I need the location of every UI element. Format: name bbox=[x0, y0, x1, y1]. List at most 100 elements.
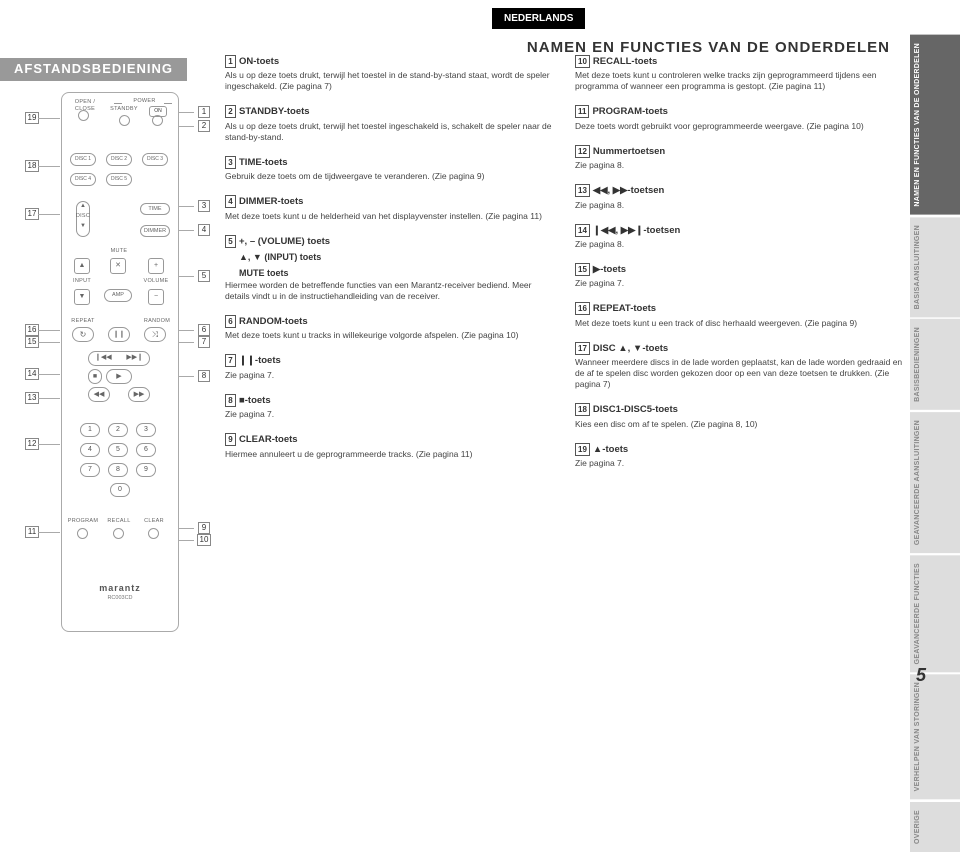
item-body: Zie pagina 7. bbox=[225, 409, 555, 420]
item-number: 2 bbox=[225, 105, 236, 118]
num-5: 5 bbox=[108, 443, 128, 457]
disc3-button: DISC 3 bbox=[142, 153, 168, 166]
divider bbox=[114, 103, 122, 104]
mute-button: ✕ bbox=[110, 258, 126, 274]
recall-button bbox=[113, 528, 124, 539]
item-number: 12 bbox=[575, 145, 590, 158]
item-title: 3TIME-toets bbox=[225, 156, 555, 169]
num-1: 1 bbox=[80, 423, 100, 437]
callout-line bbox=[178, 126, 194, 127]
item-number: 13 bbox=[575, 184, 590, 197]
program-button bbox=[77, 528, 88, 539]
callout-line bbox=[38, 398, 60, 399]
item-body: Met deze toets kunt u de helderheid van … bbox=[225, 211, 555, 222]
item-body: Met deze toets kunt u tracks in willekeu… bbox=[225, 330, 555, 341]
side-tabs: NAMEN EN FUNCTIES VAN DE ONDERDELENBASIS… bbox=[910, 35, 960, 852]
model-label: RC003CD bbox=[62, 595, 178, 602]
callout-line bbox=[38, 330, 60, 331]
desc-item: 16REPEAT-toetsMet deze toets kunt u een … bbox=[575, 302, 905, 328]
callout-line bbox=[178, 528, 194, 529]
callout-line bbox=[38, 374, 60, 375]
desc-item: 4DIMMER-toetsMet deze toets kunt u de he… bbox=[225, 195, 555, 221]
num-3: 3 bbox=[136, 423, 156, 437]
desc-item: 14❙◀◀, ▶▶❙-toetsenZie pagina 8. bbox=[575, 224, 905, 250]
side-tab: OVERIGE bbox=[910, 802, 960, 852]
item-title: 13◀◀, ▶▶-toetsen bbox=[575, 184, 905, 197]
item-subtitle: 5▲, ▼ (INPUT) toets bbox=[225, 251, 555, 264]
desc-item: 5+, – (VOLUME) toets5▲, ▼ (INPUT) toets5… bbox=[225, 235, 555, 302]
side-tab: BASISBEDIENINGEN bbox=[910, 319, 960, 410]
item-title: 6RANDOM-toets bbox=[225, 315, 555, 328]
callout-line bbox=[38, 166, 60, 167]
clear-button bbox=[148, 528, 159, 539]
desc-item: 1ON-toets Als u op deze toets drukt, terw… bbox=[225, 55, 555, 92]
callout-line bbox=[178, 112, 194, 113]
item-title: 12Nummertoetsen bbox=[575, 145, 905, 158]
callout-line bbox=[178, 540, 194, 541]
input-down-button: ▼ bbox=[74, 289, 90, 305]
mute-label: MUTE bbox=[104, 248, 134, 255]
item-title: 5+, – (VOLUME) toets bbox=[225, 235, 555, 248]
remote-diagram: OPEN / CLOSE POWER STANDBY ON DISC 1 DIS… bbox=[20, 78, 215, 638]
disc-label: DISC bbox=[70, 213, 96, 220]
item-title: 7❙❙-toets bbox=[225, 354, 555, 367]
prev-icon: ❙◀◀ bbox=[95, 353, 112, 362]
item-body: Zie pagina 7. bbox=[225, 370, 555, 381]
item-number: 11 bbox=[575, 105, 589, 118]
language-tag: NEDERLANDS bbox=[492, 8, 585, 29]
num-6: 6 bbox=[136, 443, 156, 457]
page-number: 5 bbox=[916, 664, 926, 687]
ff-button: ▶▶ bbox=[128, 387, 150, 402]
dimmer-button: DIMMER bbox=[140, 225, 170, 237]
side-tab: BASISAANSLUITINGEN bbox=[910, 217, 960, 317]
item-body: Als u op deze toets drukt, terwijl het t… bbox=[225, 70, 555, 92]
description-columns: 1ON-toets Als u op deze toets drukt, terw… bbox=[225, 55, 905, 482]
num-9: 9 bbox=[136, 463, 156, 477]
transport-cluster: ❙◀◀ ▶▶❙ ▶ ■ ◀◀ ▶▶ bbox=[82, 351, 156, 403]
item-title: 1ON-toets bbox=[225, 55, 555, 68]
item-number: 7 bbox=[225, 354, 236, 367]
item-body: Hiermee worden de betreffende functies v… bbox=[225, 280, 555, 302]
callout-line bbox=[178, 230, 194, 231]
item-number: 17 bbox=[575, 342, 590, 355]
callout: 5 bbox=[194, 270, 214, 282]
item-number: 14 bbox=[575, 224, 590, 237]
item-body: Kies een disc om af te spelen. (Zie pagi… bbox=[575, 419, 905, 430]
callout-line bbox=[178, 276, 194, 277]
item-number: 9 bbox=[225, 433, 236, 446]
callout-line bbox=[38, 532, 60, 533]
item-number: 16 bbox=[575, 302, 590, 315]
up-icon: ▲ bbox=[77, 203, 89, 211]
rew-button: ◀◀ bbox=[88, 387, 110, 402]
volume-label: VOLUME bbox=[142, 278, 170, 285]
item-title: 11PROGRAM-toets bbox=[575, 105, 905, 118]
desc-item: 15▶-toetsZie pagina 7. bbox=[575, 263, 905, 289]
desc-item: 13◀◀, ▶▶-toetsenZie pagina 8. bbox=[575, 184, 905, 210]
stop-button: ■ bbox=[88, 369, 102, 384]
item-body: Met deze toets kunt u controleren welke … bbox=[575, 70, 905, 92]
repeat-button: ↻ bbox=[72, 327, 94, 342]
brand-label: marantz bbox=[62, 583, 178, 595]
callout: 8 bbox=[194, 370, 214, 382]
item-number: 3 bbox=[225, 156, 236, 169]
play-button: ▶ bbox=[106, 369, 132, 384]
column-1: 1ON-toets Als u op deze toets drukt, terw… bbox=[225, 55, 555, 482]
item-title: 16REPEAT-toets bbox=[575, 302, 905, 315]
callout: 4 bbox=[194, 224, 214, 236]
callout: 6 bbox=[194, 324, 214, 336]
item-number: 8 bbox=[225, 394, 236, 407]
item-title: 14❙◀◀, ▶▶❙-toetsen bbox=[575, 224, 905, 237]
side-tab: NAMEN EN FUNCTIES VAN DE ONDERDELEN bbox=[910, 35, 960, 215]
item-body: Gebruik deze toets om de tijdweergave te… bbox=[225, 171, 555, 182]
callout: 7 bbox=[194, 336, 214, 348]
side-tab: GEAVANCEERDE FUNCTIES bbox=[910, 555, 960, 672]
item-number: 1 bbox=[225, 55, 236, 68]
time-button: TIME bbox=[140, 203, 170, 215]
desc-item: 6RANDOM-toets Met deze toets kunt u track… bbox=[225, 315, 555, 341]
desc-item: 18DISC1-DISC5-toetsKies een disc om af t… bbox=[575, 403, 905, 429]
desc-item: 9CLEAR-toetsHiermee annuleert u de gepro… bbox=[225, 433, 555, 459]
desc-item: 19▲-toetsZie pagina 7. bbox=[575, 443, 905, 469]
column-2: 10RECALL-toetsMet deze toets kunt u cont… bbox=[575, 55, 905, 482]
side-tab: GEAVANCEERDE AANSLUITINGEN bbox=[910, 412, 960, 553]
random-button: ⤨ bbox=[144, 327, 166, 342]
